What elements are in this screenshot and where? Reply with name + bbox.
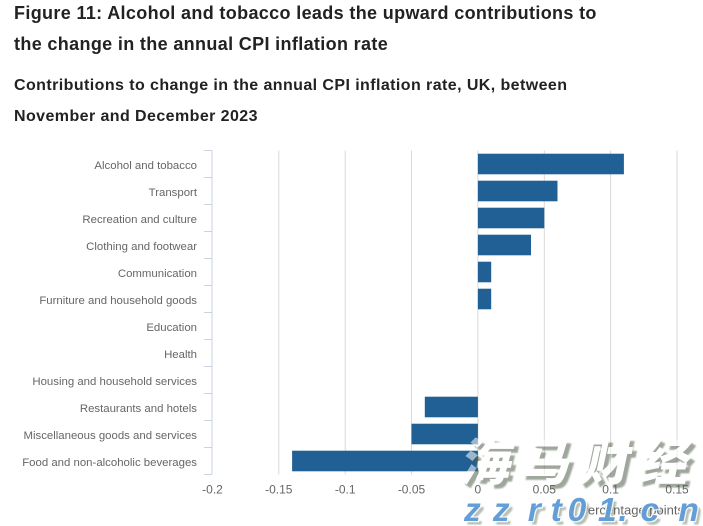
- svg-text:Clothing and footwear: Clothing and footwear: [86, 241, 197, 253]
- svg-text:0.05: 0.05: [533, 482, 557, 496]
- svg-text:Education: Education: [146, 322, 197, 334]
- svg-text:-0.15: -0.15: [265, 482, 293, 496]
- svg-text:0: 0: [475, 482, 482, 496]
- svg-text:Recreation and culture: Recreation and culture: [82, 214, 197, 226]
- svg-text:Communication: Communication: [118, 268, 197, 280]
- svg-text:Housing and household services: Housing and household services: [32, 376, 197, 388]
- svg-text:Food and non-alcoholic beverag: Food and non-alcoholic beverages: [22, 457, 197, 469]
- svg-text:-0.1: -0.1: [335, 482, 356, 496]
- svg-text:-0.05: -0.05: [398, 482, 426, 496]
- svg-text:-0.2: -0.2: [202, 482, 223, 496]
- svg-text:Furniture and household goods: Furniture and household goods: [39, 295, 197, 307]
- svg-text:Restaurants and hotels: Restaurants and hotels: [80, 403, 197, 415]
- svg-text:Health: Health: [164, 349, 197, 361]
- svg-text:Miscellaneous goods and servic: Miscellaneous goods and services: [24, 430, 198, 442]
- svg-text:Percentage points: Percentage points: [579, 503, 684, 518]
- svg-text:Transport: Transport: [149, 187, 198, 199]
- svg-text:Alcohol and tobacco: Alcohol and tobacco: [94, 160, 197, 172]
